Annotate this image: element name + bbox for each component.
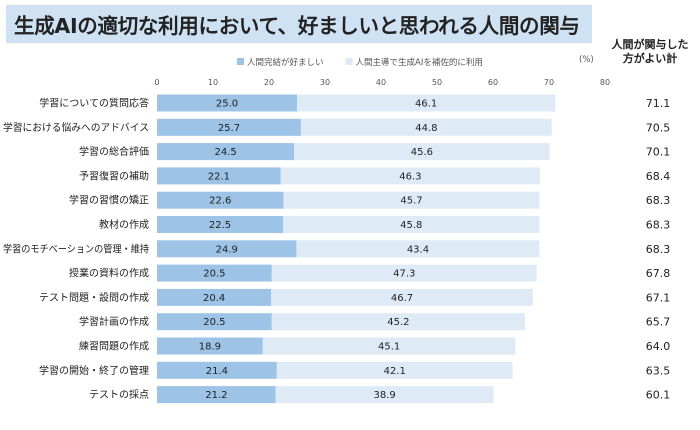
x-tick-label: 30 (320, 78, 330, 87)
legend-label-0: 人間完結が好ましい (247, 57, 324, 68)
bar-value-label: 20.4 (203, 293, 225, 304)
category-label: 教材の作成 (99, 218, 149, 231)
total-header-line1: 人間が関与した (611, 38, 689, 51)
bar-value-label: 20.5 (203, 269, 225, 280)
bar-human-only (157, 216, 283, 233)
bar-value-label: 20.5 (203, 317, 225, 328)
category-label: 学習のモチベーションの管理・維持 (3, 242, 149, 255)
bar-human-led-ai (297, 94, 556, 112)
bar-human-only (157, 361, 277, 379)
x-tick-label: 50 (432, 78, 442, 87)
x-tick-label: 10 (208, 78, 218, 87)
bar-human-only (157, 118, 301, 136)
total-value: 68.3 (646, 219, 671, 232)
category-label: 学習の習慣の矯正 (69, 194, 149, 207)
x-tick-label: 80 (600, 78, 610, 87)
category-label: 学習の総合評価 (79, 145, 149, 158)
bar-value-label: 46.7 (391, 293, 413, 304)
bar-value-label: 42.1 (384, 366, 406, 377)
total-header-line2: 方がよい計 (622, 52, 678, 65)
bar-human-led-ai (271, 313, 525, 331)
bar-value-label: 45.8 (400, 220, 422, 231)
x-tick-label: 40 (376, 78, 386, 87)
total-column-header: 人間が関与した 方がよい計 (607, 38, 693, 66)
legend-swatch-1 (345, 58, 353, 65)
bar-human-only (157, 337, 263, 355)
bar-human-led-ai (276, 361, 513, 379)
bar-value-label: 21.4 (206, 366, 228, 377)
category-label: テストの採点 (89, 388, 149, 401)
bar-value-label: 45.1 (378, 342, 400, 353)
bar-value-label: 22.5 (209, 220, 231, 231)
bar-value-label: 45.2 (387, 317, 409, 328)
category-label: 学習計画の作成 (79, 315, 149, 328)
bar-human-only (157, 288, 272, 306)
bar-value-label: 18.9 (199, 342, 221, 353)
total-value: 67.8 (646, 267, 671, 280)
total-value: 70.5 (646, 121, 671, 134)
total-value: 71.1 (646, 97, 671, 110)
bar-value-label: 25.0 (216, 99, 238, 110)
chart-title: 生成AIの適切な利用において、好ましいと思われる人間の関与 (14, 14, 580, 38)
bar-value-label: 22.1 (208, 171, 230, 182)
bar-value-label: 43.4 (407, 244, 429, 255)
bar-human-led-ai (296, 240, 540, 258)
bar-human-led-ai (271, 288, 533, 306)
category-label: テスト問題・設問の作成 (39, 291, 149, 304)
bar-human-led-ai (283, 191, 540, 209)
category-label: 予習復習の補助 (79, 169, 149, 182)
bar-human-only (157, 94, 297, 112)
bar-human-led-ai (280, 167, 541, 185)
category-label: 授業の資料の作成 (69, 267, 149, 280)
bar-human-only (157, 386, 276, 404)
bar-human-only (157, 313, 272, 331)
total-value: 64.0 (646, 340, 671, 353)
bar-human-led-ai (271, 264, 537, 282)
bar-value-label: 24.5 (214, 147, 236, 158)
category-label: 学習についての質問応答 (39, 97, 149, 110)
bar-value-label: 25.7 (218, 123, 240, 134)
total-value: 60.1 (646, 389, 671, 402)
legend-label-1: 人間主導で生成AIを補佐的に利用 (356, 57, 483, 68)
total-value: 67.1 (646, 291, 671, 304)
bar-human-led-ai (262, 337, 516, 355)
bar-value-label: 24.9 (216, 244, 238, 255)
bar-human-led-ai (294, 143, 550, 161)
category-label: 学習の開始・終了の管理 (39, 364, 149, 377)
bar-value-label: 45.6 (411, 147, 433, 158)
total-value: 68.3 (646, 194, 671, 207)
x-tick-label: 60 (488, 78, 498, 87)
total-value: 68.4 (646, 170, 671, 183)
bar-value-label: 21.2 (205, 390, 227, 401)
chart-title-box: 生成AIの適切な利用において、好ましいと思われる人間の関与 (6, 5, 592, 43)
bar-human-only (157, 240, 297, 258)
total-value: 65.7 (646, 316, 671, 329)
bar-value-label: 38.9 (374, 390, 396, 401)
bar-value-label: 46.3 (399, 171, 421, 182)
x-tick-label: 70 (544, 78, 554, 87)
x-tick-label: 0 (154, 78, 159, 87)
category-label: 学習における悩みへのアドバイス (3, 121, 149, 134)
bar-human-only (157, 143, 295, 161)
bar-value-label: 44.8 (415, 123, 437, 134)
bar-value-label: 22.6 (209, 196, 231, 207)
bar-human-led-ai (275, 386, 494, 404)
unit-label: (%) (579, 55, 594, 65)
total-value: 70.1 (646, 146, 671, 159)
bar-human-only (157, 191, 284, 209)
category-label: 練習問題の作成 (79, 340, 149, 353)
total-value: 63.5 (646, 364, 671, 377)
bar-human-led-ai (300, 118, 552, 136)
x-tick-label: 20 (264, 78, 274, 87)
bar-human-only (157, 264, 272, 282)
bar-value-label: 45.7 (400, 196, 422, 207)
total-value: 68.3 (646, 243, 671, 256)
legend-swatch-0 (237, 58, 244, 65)
bar-value-label: 46.1 (415, 99, 437, 110)
bar-human-led-ai (283, 216, 540, 233)
bar-human-only (157, 167, 281, 185)
bar-value-label: 47.3 (393, 269, 415, 280)
